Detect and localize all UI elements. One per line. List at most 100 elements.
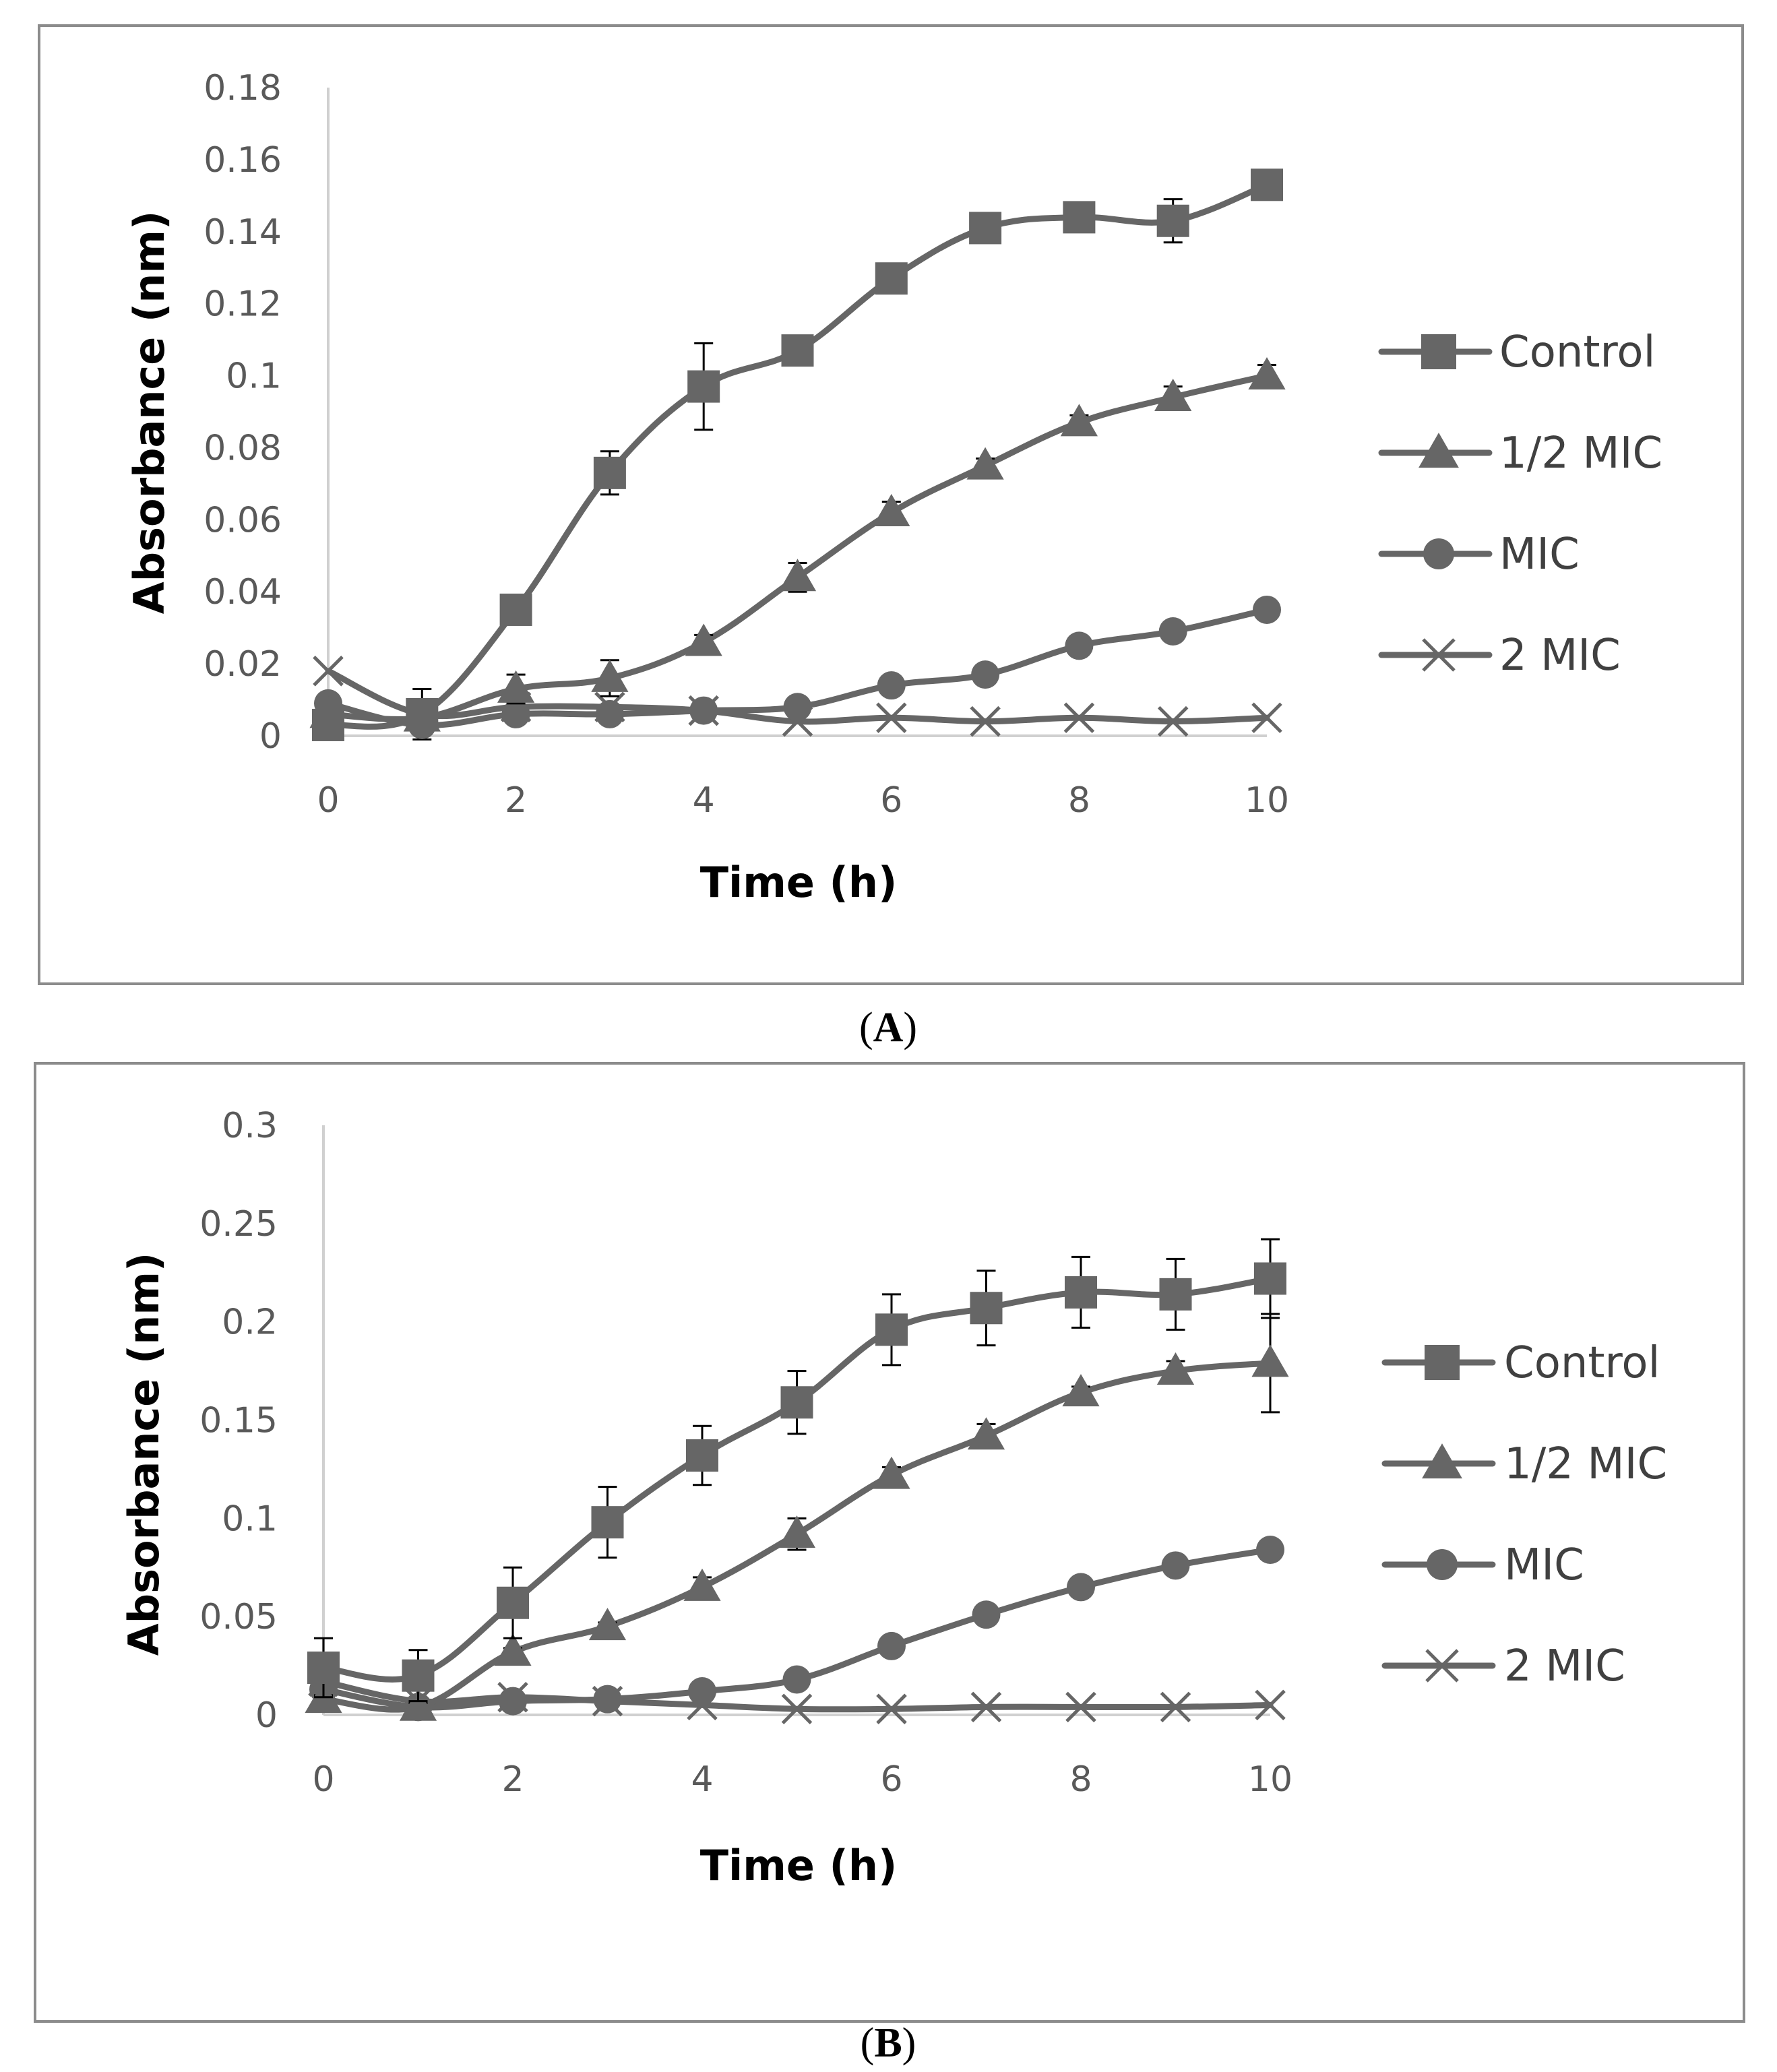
- panel-a-point-2-mic: [1063, 702, 1095, 734]
- panel-a-legend-marker-1-2-mic: [1419, 433, 1459, 468]
- panel-b-series-2-mic: [308, 1666, 1286, 1725]
- panel-a-y-tick-label: 0.1: [226, 356, 282, 397]
- panel-b-y-tick-label: 0.05: [199, 1597, 278, 1637]
- panel-b-point-1-2-mic: [967, 1417, 1005, 1450]
- panel-a-y-tick-label: 0.08: [204, 428, 282, 468]
- panel-b-point-control: [591, 1506, 624, 1539]
- panel-a-x-tick-label: 6: [880, 780, 902, 821]
- panel-a-point-control: [969, 212, 1002, 245]
- panel-b-legend-item-1-2-mic: 1/2 MIC: [1381, 1439, 1667, 1489]
- panel-b-x-tick-label: 6: [880, 1759, 902, 1800]
- panel-b-y-axis-title: Absorbance (nm): [119, 1253, 168, 1656]
- panel-a-x-axis-title: Time (h): [700, 858, 898, 907]
- panel-b-series-line-control: [320, 1276, 1274, 1683]
- panel-a-x-tick-label: 2: [505, 780, 527, 821]
- panel-a-point-mic: [1253, 595, 1281, 624]
- panel-b-legend-label-control: Control: [1504, 1338, 1660, 1388]
- panel-b-series-control: [307, 1238, 1286, 1703]
- panel-b-point-2-mic: [781, 1693, 813, 1725]
- panel-b-y-tick-label: 0.3: [222, 1106, 278, 1146]
- panel-a-point-2-mic: [1251, 702, 1282, 734]
- panel-a-point-1-2-mic: [966, 447, 1004, 480]
- panel-b-y-tick-label: 0.1: [222, 1499, 278, 1539]
- panel-a-point-control: [687, 370, 720, 403]
- panel-a-series-1-2-mic: [309, 356, 1286, 732]
- panel-b-y-tick-label: 0.15: [199, 1401, 278, 1441]
- panel-b-point-control: [686, 1439, 718, 1472]
- panel-a-y-tick-label: 0.16: [204, 140, 282, 181]
- panel-b-point-control: [1065, 1276, 1097, 1309]
- panel-a-legend-item-control: Control: [1378, 327, 1655, 377]
- panel-b-point-1-2-mic: [399, 1688, 437, 1721]
- panel-a-plot-area: [309, 168, 1286, 741]
- panel-a-y-tick-label: 0.18: [204, 68, 282, 108]
- panel-b-point-mic: [593, 1685, 622, 1714]
- panel-b-legend-marker-control: [1425, 1345, 1460, 1380]
- panel-a-legend-item-2-mic: 2 MIC: [1378, 631, 1621, 681]
- panel-a-point-mic: [783, 693, 812, 722]
- panel-a-legend-label-control: Control: [1499, 327, 1655, 377]
- panel-a-y-tick-label: 0.14: [204, 212, 282, 253]
- panel-a-point-mic: [1065, 631, 1094, 660]
- panel-a-series-line-control: [325, 181, 1270, 730]
- panel-a-point-mic: [501, 699, 530, 728]
- panel-b-point-mic: [1256, 1536, 1284, 1564]
- panel-b-point-mic: [1067, 1573, 1095, 1602]
- panel-b-point-mic: [877, 1631, 906, 1660]
- panel-a-point-2-mic: [1157, 705, 1189, 737]
- panel-b-point-mic: [972, 1600, 1001, 1629]
- panel-a-legend-item-1-2-mic: 1/2 MIC: [1378, 429, 1662, 478]
- panel-a-y-tick-label: 0: [259, 716, 282, 757]
- panel-b-point-1-2-mic: [778, 1515, 816, 1548]
- panel-a-y-ticks: 0 0.02 0.04 0.06 0.08 0.1 0.12 0.14 0.16 0.18: [204, 68, 282, 757]
- panel-a-legend-marker-control: [1421, 334, 1456, 369]
- panel-a-y-tick-label: 0.12: [204, 284, 282, 325]
- panel-b-point-2-mic: [1255, 1689, 1286, 1721]
- panel-b-legend-item-2-mic: 2 MIC: [1381, 1641, 1625, 1691]
- panel-a-point-1-2-mic: [497, 670, 535, 703]
- panel-b-legend-label-mic: MIC: [1504, 1540, 1584, 1590]
- panel-b-legend-item-mic: MIC: [1381, 1540, 1584, 1590]
- panel-a-y-tick-label: 0.02: [204, 644, 282, 685]
- panel-a-point-2-mic: [970, 705, 1001, 737]
- panel-b-point-1-2-mic: [1251, 1344, 1289, 1377]
- panel-a-point-2-mic: [876, 702, 907, 734]
- panel-a-legend-label-2-mic: 2 MIC: [1499, 631, 1621, 681]
- panel-b-point-control: [970, 1292, 1003, 1325]
- panel-a-point-control: [781, 334, 814, 367]
- panel-a-caption: (A): [859, 1005, 917, 1050]
- panel-b-point-1-2-mic: [1062, 1374, 1100, 1407]
- panel-a-point-1-2-mic: [685, 623, 722, 656]
- panel-a-y-tick-label: 0.06: [204, 500, 282, 540]
- panel-a-legend-marker-2-mic: [1422, 638, 1456, 672]
- panel-b-point-1-2-mic: [873, 1456, 910, 1489]
- panel-b-point-2-mic: [876, 1693, 907, 1725]
- panel-b-plot-area: [305, 1238, 1289, 1725]
- panel-a-point-1-2-mic: [1248, 356, 1286, 389]
- panel-b-legend-marker-mic: [1427, 1549, 1458, 1580]
- panel-a-frame: [38, 24, 1744, 985]
- panel-b-legend-label-2-mic: 2 MIC: [1504, 1641, 1625, 1691]
- panel-b-x-axis-title: Time (h): [700, 1841, 898, 1890]
- panel-b-caption: (B): [861, 2020, 916, 2066]
- panel-b-point-control: [402, 1659, 435, 1692]
- panel-a-legend-item-mic: MIC: [1378, 530, 1580, 579]
- panel-a-point-2-mic: [313, 656, 344, 687]
- panel-b-point-control: [1159, 1278, 1192, 1311]
- panel-b-legend-marker-1-2-mic: [1422, 1443, 1462, 1479]
- panel-b-legend: Control 1/2 MIC MIC 2 MIC: [1381, 1338, 1667, 1691]
- panel-a-y-tick-label: 0.04: [204, 572, 282, 613]
- panel-a-point-mic: [1158, 617, 1187, 646]
- panel-b-axes: [322, 1125, 1270, 1716]
- panel-a-legend: Control 1/2 MIC MIC 2 MIC: [1378, 327, 1662, 681]
- panel-b-y-tick-label: 0.25: [199, 1204, 278, 1245]
- panel-a-point-control: [1063, 201, 1096, 234]
- panel-a-point-control: [1156, 204, 1189, 237]
- panel-b-point-2-mic: [1160, 1691, 1191, 1723]
- panel-a-point-control: [312, 708, 344, 741]
- panel-a-point-control: [1251, 168, 1283, 201]
- panel-a-point-mic: [971, 660, 1000, 689]
- panel-a-axes: [327, 88, 1267, 737]
- panel-b-caption-letter: B: [874, 2020, 902, 2066]
- panel-b-x-tick-label: 10: [1248, 1759, 1292, 1800]
